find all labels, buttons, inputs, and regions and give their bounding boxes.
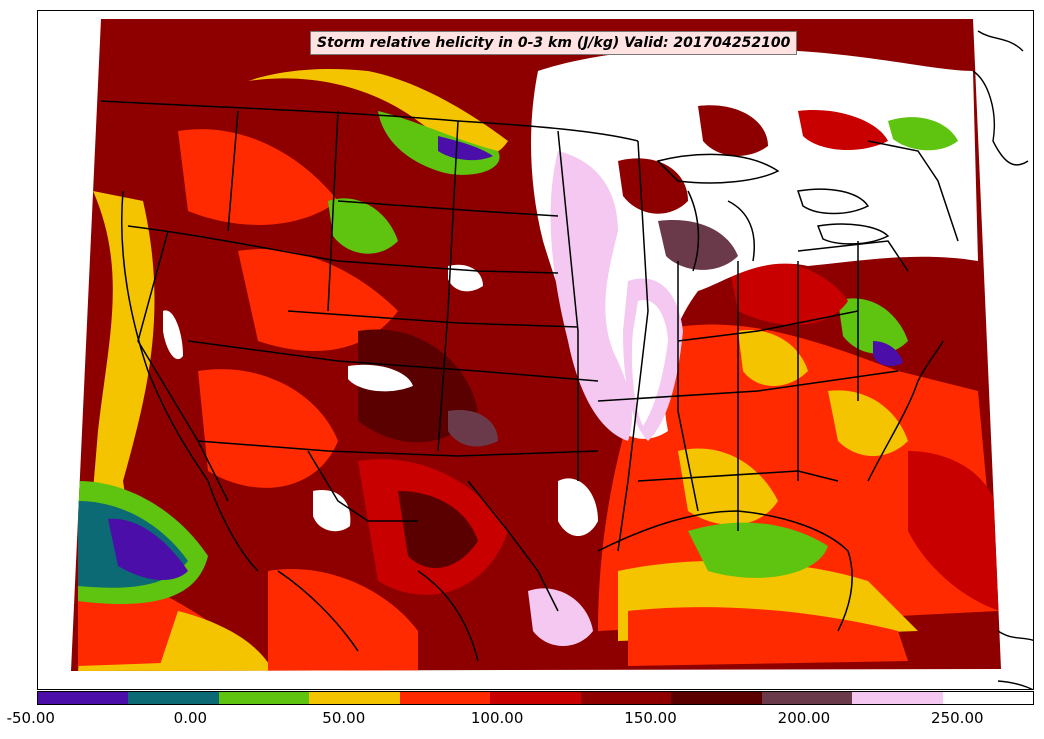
lakes-dark-patch-3 [798,110,888,151]
gulf-red [628,607,908,666]
colorbar-segment [490,692,581,704]
lower-miss-white [558,478,598,536]
lakes-dark-patch-2 [698,105,768,157]
colorbar-tick-label: 50.00 [322,709,366,727]
map-frame: Storm relative helicity in 0-3 km (J/kg)… [37,10,1034,690]
colorbar-segment [128,692,219,704]
colorbar-segment [309,692,400,704]
colorbar [37,691,1034,705]
colorbar-tick-label: 0.00 [173,709,208,727]
pacific-purple-core [108,518,188,581]
rockies-red [238,249,398,351]
southeast-orange-2 [738,330,808,386]
helicity-map [71,19,1033,689]
colorbar-segment [671,692,762,704]
colorbar-segment [852,692,943,704]
helicity-field [78,47,1000,671]
mississippi-white [631,300,668,426]
gulf-green [688,522,828,578]
lakes-dark-patch-1 [618,158,688,214]
mexico-red [268,569,418,671]
texas-dark [398,491,478,568]
southwest-red [198,369,338,488]
oklahoma-mauve [448,410,498,447]
great-lakes [656,153,890,272]
north-plains-purple [438,136,493,161]
atlantic-dark [908,451,1000,611]
rockies-green-patch [328,198,398,254]
colorbar-tick-label: 200.00 [777,709,831,727]
colorbar-segment [580,692,672,704]
colorbar-tick-label: 150.00 [624,709,677,727]
colorbar-segment [942,692,1033,704]
sierra-white [163,310,183,360]
colorbar-segment [399,692,491,704]
colorbar-segment [761,692,853,704]
great-lakes-pink [550,151,633,441]
gulf-coast-pink [528,588,593,646]
montana-red [178,129,338,225]
colorbar-tick-label: 250.00 [931,709,984,727]
outside-coastlines [972,30,1033,689]
colorbar-tick-label: 100.00 [470,709,524,727]
quebec-green [888,117,958,151]
baja-orange [158,611,273,671]
colorbar-segment [218,692,310,704]
political-borders [100,100,959,662]
nm-white [313,490,351,532]
virginia-purple [873,341,903,367]
colorado-white [348,364,413,392]
colorbar-segment [38,692,129,704]
southeast-orange-1 [678,448,778,525]
map-title: Storm relative helicity in 0-3 km (J/kg)… [310,31,798,55]
carolina-orange [828,390,908,456]
colorbar-tick-label: -50.00 [6,709,55,727]
ohio-valley-red [728,258,848,325]
